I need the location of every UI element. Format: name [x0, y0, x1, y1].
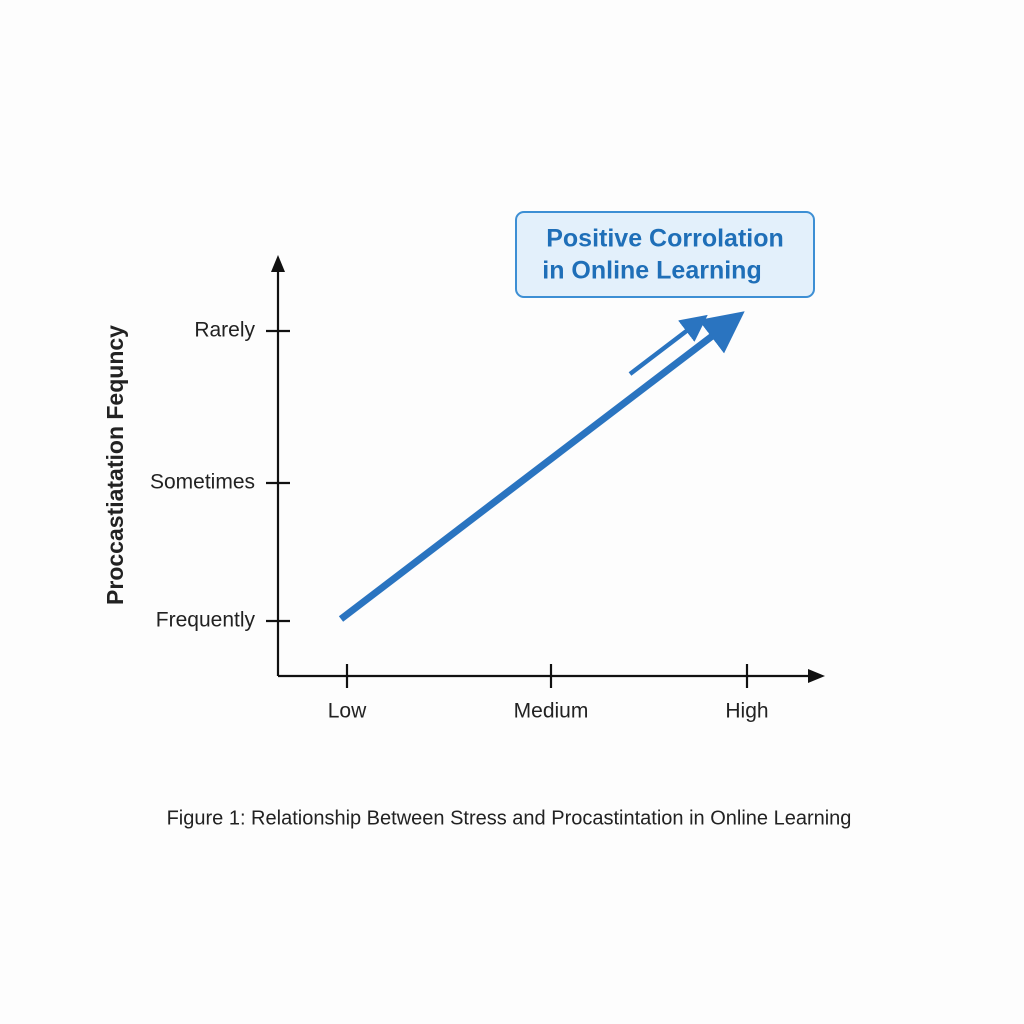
x-axis-arrow	[808, 669, 825, 683]
trend-arrow-small	[628, 314, 708, 376]
y-tick-label: Sometimes	[150, 471, 255, 494]
annotation-line: Positive Corrolation	[546, 225, 784, 253]
annotation-box	[515, 211, 815, 298]
y-axis-arrow	[271, 255, 285, 272]
x-tick-label: High	[725, 700, 768, 723]
x-tick-label: Low	[328, 700, 367, 723]
trend-arrow	[338, 311, 745, 622]
x-tick-label: Medium	[514, 700, 589, 723]
y-axis-label: Proccastiatation Fequncy	[102, 325, 128, 605]
y-tick-label: Rarely	[194, 319, 255, 342]
annotation-line: in Online Learning	[542, 257, 761, 285]
axes	[271, 255, 825, 683]
y-tick-label: Frequently	[156, 609, 256, 632]
caption: Figure 1: Relationship Between Stress an…	[167, 807, 852, 829]
